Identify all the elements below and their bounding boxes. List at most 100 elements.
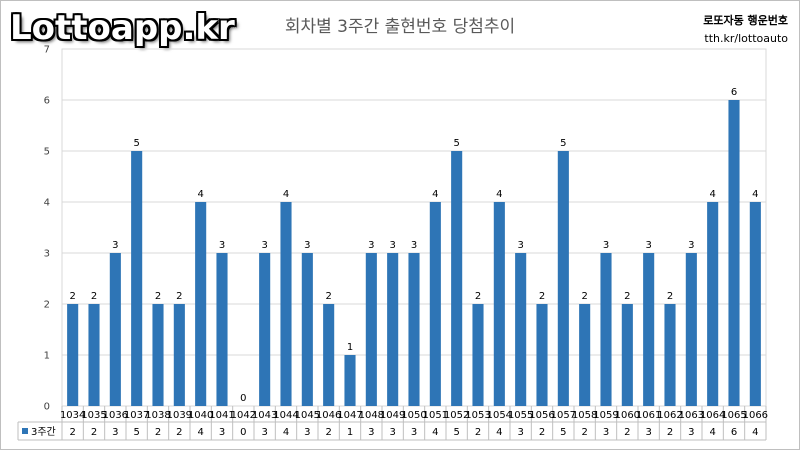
table-value: 3 xyxy=(112,427,118,438)
x-category-label: 1060 xyxy=(615,410,640,421)
x-category-label: 1048 xyxy=(359,410,384,421)
table-value: 3 xyxy=(411,427,417,438)
data-label: 3 xyxy=(304,240,310,251)
y-tick-label: 2 xyxy=(44,300,50,311)
legend-key xyxy=(22,428,28,434)
bar xyxy=(515,253,527,406)
x-category-label: 1064 xyxy=(700,410,725,421)
table-value: 2 xyxy=(69,427,75,438)
x-category-label: 1066 xyxy=(743,410,768,421)
x-category-label: 1036 xyxy=(103,410,128,421)
bar xyxy=(451,151,463,406)
data-label: 5 xyxy=(453,138,459,149)
x-category-label: 1047 xyxy=(337,410,362,421)
x-category-label: 1034 xyxy=(60,410,85,421)
brand-name: 로또자동 행운번호 xyxy=(703,14,788,27)
y-tick-label: 4 xyxy=(44,198,50,209)
data-label: 4 xyxy=(496,189,502,200)
table-value: 3 xyxy=(517,427,523,438)
y-tick-label: 0 xyxy=(44,402,50,413)
table-value: 3 xyxy=(389,427,395,438)
data-label: 2 xyxy=(91,291,97,302)
x-category-label: 1045 xyxy=(295,410,320,421)
bar xyxy=(749,202,761,406)
x-category-label: 1044 xyxy=(273,410,298,421)
data-label: 1 xyxy=(347,342,353,353)
x-category-label: 1046 xyxy=(316,410,341,421)
x-category-label: 1057 xyxy=(551,410,576,421)
x-category-label: 1039 xyxy=(167,410,192,421)
bar xyxy=(173,304,185,406)
x-category-label: 1041 xyxy=(209,410,234,421)
table-value: 3 xyxy=(304,427,310,438)
data-label: 4 xyxy=(283,189,289,200)
x-category-label: 1038 xyxy=(145,410,170,421)
bar xyxy=(387,253,399,406)
series-name: 3주간 xyxy=(31,426,56,438)
table-value: 3 xyxy=(645,427,651,438)
x-category-label: 1052 xyxy=(444,410,469,421)
table-value: 2 xyxy=(325,427,331,438)
bar xyxy=(664,304,676,406)
bar xyxy=(579,304,591,406)
data-label: 3 xyxy=(219,240,225,251)
brand-block: 로또자동 행운번호 tth.kr/lottoauto xyxy=(703,12,788,48)
bar xyxy=(493,202,505,406)
data-label: 4 xyxy=(197,189,203,200)
x-category-label: 1049 xyxy=(380,410,405,421)
data-label: 3 xyxy=(517,240,523,251)
x-category-label: 1056 xyxy=(529,410,554,421)
table-value: 2 xyxy=(91,427,97,438)
bar xyxy=(88,304,100,406)
bar xyxy=(536,304,548,406)
data-label: 6 xyxy=(731,87,737,98)
table-value: 4 xyxy=(496,427,502,438)
bar xyxy=(472,304,484,406)
y-tick-label: 3 xyxy=(44,249,50,260)
x-category-label: 1050 xyxy=(401,410,426,421)
site-logo: Lottoapp.kr xyxy=(10,8,235,48)
table-value: 4 xyxy=(432,427,438,438)
bar xyxy=(600,253,612,406)
x-category-label: 1037 xyxy=(124,410,149,421)
x-category-label: 1059 xyxy=(593,410,618,421)
bar xyxy=(280,202,292,406)
data-label: 3 xyxy=(368,240,374,251)
y-tick-label: 5 xyxy=(44,147,50,158)
data-label: 3 xyxy=(645,240,651,251)
x-category-label: 1053 xyxy=(465,410,490,421)
data-label: 4 xyxy=(432,189,438,200)
x-category-label: 1043 xyxy=(252,410,277,421)
bar xyxy=(301,253,313,406)
bar xyxy=(259,253,271,406)
x-category-label: 1042 xyxy=(231,410,256,421)
table-value: 3 xyxy=(688,427,694,438)
data-label: 2 xyxy=(539,291,545,302)
bar xyxy=(685,253,697,406)
table-value: 4 xyxy=(752,427,758,438)
bar xyxy=(109,253,121,406)
bar xyxy=(216,253,228,406)
data-label: 5 xyxy=(560,138,566,149)
table-value: 2 xyxy=(475,427,481,438)
table-value: 5 xyxy=(560,427,566,438)
table-value: 1 xyxy=(347,427,353,438)
y-tick-label: 7 xyxy=(44,45,50,56)
table-value: 4 xyxy=(283,427,289,438)
bar xyxy=(643,253,655,406)
data-label: 4 xyxy=(752,189,758,200)
data-label: 3 xyxy=(603,240,609,251)
bar xyxy=(67,304,79,406)
brand-url: tth.kr/lottoauto xyxy=(704,32,788,45)
x-category-label: 1040 xyxy=(188,410,213,421)
bar xyxy=(323,304,335,406)
bar xyxy=(408,253,420,406)
data-label: 2 xyxy=(581,291,587,302)
y-tick-label: 6 xyxy=(44,96,50,107)
chart-title: 회차별 3주간 출현번호 당첨추이 xyxy=(284,17,516,37)
bar xyxy=(344,355,356,406)
bar xyxy=(707,202,719,406)
table-value: 0 xyxy=(240,427,246,438)
table-value: 3 xyxy=(261,427,267,438)
